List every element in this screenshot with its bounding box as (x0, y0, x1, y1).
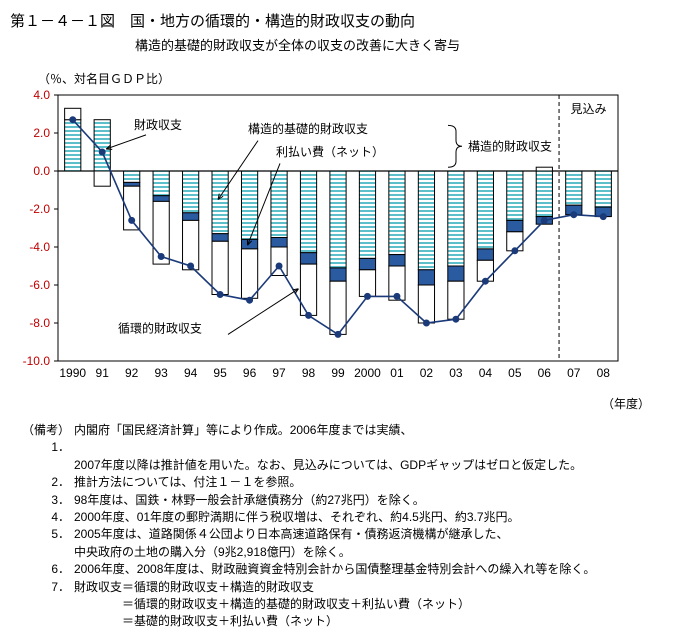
svg-text:94: 94 (184, 366, 198, 380)
svg-text:見込み: 見込み (571, 102, 607, 116)
svg-text:04: 04 (479, 366, 493, 380)
svg-text:-4.0: -4.0 (29, 240, 50, 254)
svg-text:循環的財政収支: 循環的財政収支 (118, 321, 202, 336)
y-axis-title: （％、対名目ＧＤＰ比） (38, 70, 673, 87)
svg-text:-2.0: -2.0 (29, 202, 50, 216)
chart-area: -10.0 -8.0 -6.0 -4.0 -2.0 0.0 2.0 4.0 1990 91 92 93… (10, 89, 650, 389)
svg-text:4.0: 4.0 (33, 89, 50, 102)
title-sub: 構造的基礎的財政収支が全体の収支の改善に大きく寄与 (135, 35, 673, 54)
svg-text:-6.0: -6.0 (29, 278, 50, 292)
svg-text:0.0: 0.0 (33, 164, 50, 178)
svg-text:97: 97 (272, 366, 286, 380)
title-main: 第１－４－１図 国・地方の循環的・構造的財政収支の動向 (10, 10, 673, 31)
svg-text:02: 02 (420, 366, 434, 380)
svg-text:構造的基礎的財政収支: 構造的基礎的財政収支 (248, 121, 368, 136)
svg-text:96: 96 (243, 366, 257, 380)
svg-text:2.0: 2.0 (33, 126, 50, 140)
svg-text:-8.0: -8.0 (29, 316, 50, 330)
notes-block: （備考）1．内閣府「国民経済計算」等により作成。2006年度までは実績、2007… (10, 422, 673, 631)
x-axis-title: （年度） (10, 395, 650, 412)
svg-text:08: 08 (597, 366, 611, 380)
svg-text:91: 91 (96, 366, 110, 380)
svg-text:05: 05 (508, 366, 522, 380)
svg-text:-10.0: -10.0 (23, 354, 51, 368)
svg-text:07: 07 (567, 366, 581, 380)
svg-text:01: 01 (390, 366, 404, 380)
svg-text:98: 98 (302, 366, 316, 380)
svg-text:1990: 1990 (59, 366, 86, 380)
svg-text:99: 99 (331, 366, 345, 380)
svg-text:財政収支: 財政収支 (134, 117, 182, 132)
svg-text:93: 93 (154, 366, 168, 380)
svg-text:95: 95 (213, 366, 227, 380)
svg-text:03: 03 (449, 366, 463, 380)
svg-text:構造的財政収支: 構造的財政収支 (468, 138, 552, 153)
svg-text:92: 92 (125, 366, 139, 380)
svg-text:2000: 2000 (354, 366, 381, 380)
svg-text:利払い費（ネット）: 利払い費（ネット） (276, 144, 384, 159)
svg-text:06: 06 (538, 366, 552, 380)
